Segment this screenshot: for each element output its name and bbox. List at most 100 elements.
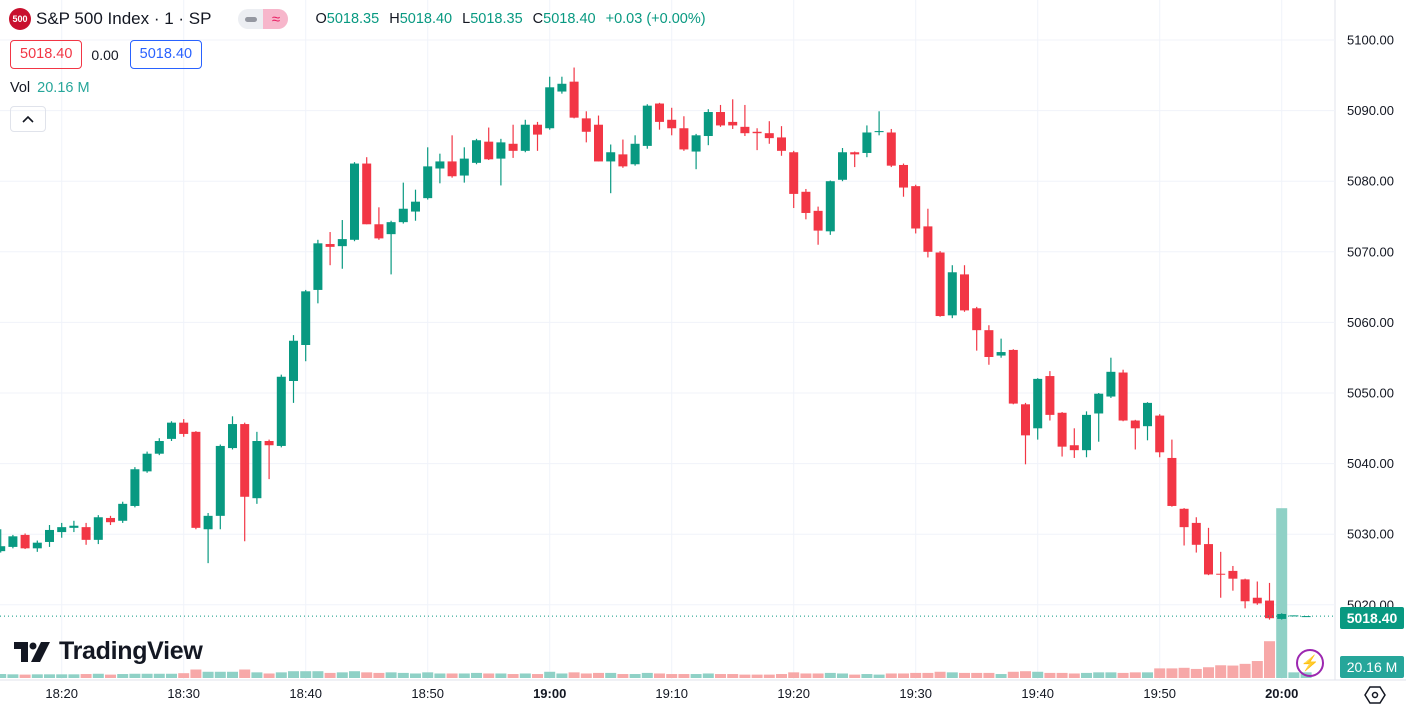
- volume-bar: [300, 671, 312, 678]
- time-tick-label: 19:30: [899, 686, 932, 701]
- candle-body: [618, 154, 628, 167]
- volume-bar: [190, 669, 202, 678]
- time-tick-label: 19:20: [777, 686, 810, 701]
- candle-body: [447, 161, 457, 177]
- volume-bar: [141, 673, 153, 678]
- volume-bar: [617, 674, 629, 678]
- tradingview-logo[interactable]: TradingView: [14, 637, 203, 666]
- candle-body: [276, 376, 286, 446]
- candle-body: [1021, 404, 1030, 436]
- buy-button[interactable]: 5018.40: [129, 40, 203, 69]
- price-tick-label: 5060.00: [1347, 315, 1394, 330]
- volume-bar: [263, 673, 275, 678]
- symbol-title[interactable]: S&P 500 Index · 1 · SP: [36, 9, 212, 28]
- volume-bar: [837, 673, 848, 678]
- sell-button[interactable]: 5018.40: [10, 40, 83, 69]
- collapse-legend-button[interactable]: [10, 106, 46, 132]
- volume-bar: [532, 674, 543, 678]
- candle-body: [411, 201, 420, 212]
- candle-body: [215, 445, 225, 516]
- volume-bar: [434, 673, 446, 678]
- candle-body: [581, 118, 591, 132]
- price-tick-label: 5050.00: [1347, 386, 1394, 401]
- market-status-toggle[interactable]: ≈: [238, 9, 289, 29]
- volume-bar: [312, 671, 324, 678]
- volume-bar: [1239, 663, 1251, 678]
- tradingview-logo-icon: [14, 641, 50, 662]
- candle-body: [301, 291, 311, 345]
- price-tick-label: 5100.00: [1347, 33, 1394, 48]
- candle-body: [569, 81, 579, 118]
- settings-hexagon-icon[interactable]: [1364, 684, 1386, 706]
- candle-body: [642, 105, 652, 146]
- volume-bar: [593, 672, 604, 678]
- volume-bar: [1227, 665, 1239, 678]
- candle-body: [655, 103, 664, 122]
- candle-body: [1204, 544, 1213, 575]
- symbol-logo[interactable]: 500: [9, 8, 31, 30]
- volume-bar: [397, 672, 409, 678]
- candle-body: [1216, 573, 1226, 575]
- time-tick-label: 18:20: [45, 686, 78, 701]
- volume-bar: [1276, 508, 1288, 678]
- volume-bar: [80, 674, 92, 678]
- volume-bar: [788, 672, 800, 678]
- close-value: 5018.40: [543, 11, 596, 27]
- candle-body: [69, 525, 79, 528]
- volume-bar: [507, 674, 519, 678]
- volume-bars: [0, 508, 1312, 678]
- candle-body: [57, 527, 67, 533]
- candle-body: [1143, 402, 1152, 427]
- candle-body: [398, 208, 408, 223]
- volume-bar: [544, 671, 556, 678]
- volume-bar: [1105, 672, 1117, 678]
- candle-body: [947, 272, 957, 316]
- volume-bar: [898, 673, 909, 678]
- volume-bar: [105, 674, 116, 678]
- volume-bar: [861, 674, 873, 678]
- candle-body: [350, 163, 359, 240]
- candle-body: [667, 119, 677, 129]
- volume-bar: [31, 674, 43, 678]
- volume-bar: [812, 673, 824, 678]
- volume-bar: [690, 674, 702, 678]
- volume-bar: [361, 672, 373, 678]
- candle-body: [142, 453, 152, 472]
- volume-bar: [800, 673, 812, 678]
- candle-body: [1252, 597, 1262, 604]
- volume-bar: [385, 672, 397, 678]
- volume-bar: [1081, 672, 1092, 678]
- candle-body: [1179, 508, 1189, 528]
- price-tick-label: 5070.00: [1347, 244, 1394, 259]
- candle-body: [1045, 376, 1055, 415]
- volume-bar: [288, 671, 299, 678]
- volume-bar: [458, 673, 470, 678]
- volume-bar: [214, 671, 226, 678]
- candle-body: [20, 534, 30, 549]
- volume-legend: Vol 20.16 M: [10, 80, 90, 96]
- time-axis: 18:20 18:30 18:40 18:50 19:00 19:10 19:20 19:30…: [45, 686, 1298, 701]
- volume-bar: [849, 674, 861, 678]
- candle-body: [179, 422, 189, 434]
- high-value: 5018.40: [399, 11, 453, 27]
- change-value: +0.03 (+0.00%): [605, 11, 706, 27]
- candle-body: [93, 517, 103, 540]
- lightning-icon[interactable]: ⚡: [1296, 649, 1324, 677]
- high-label: H: [389, 11, 400, 27]
- time-tick-label: 18:40: [289, 686, 322, 701]
- volume-bar: [1007, 671, 1019, 678]
- volume-bar: [373, 672, 385, 678]
- volume-bar: [1068, 673, 1080, 678]
- candle-body: [886, 132, 896, 166]
- price-axis: 5020.005030.005040.005050.005060.005070.…: [1347, 33, 1394, 613]
- time-tick-label: 20:00: [1265, 686, 1298, 701]
- price-tick-label: 5040.00: [1347, 456, 1394, 471]
- candles: [0, 67, 1311, 620]
- candle-body: [716, 112, 725, 126]
- candle-body: [472, 140, 481, 163]
- volume-bar: [166, 673, 177, 678]
- candle-body: [960, 274, 969, 311]
- candle-body: [386, 222, 396, 235]
- candle-body: [728, 121, 738, 126]
